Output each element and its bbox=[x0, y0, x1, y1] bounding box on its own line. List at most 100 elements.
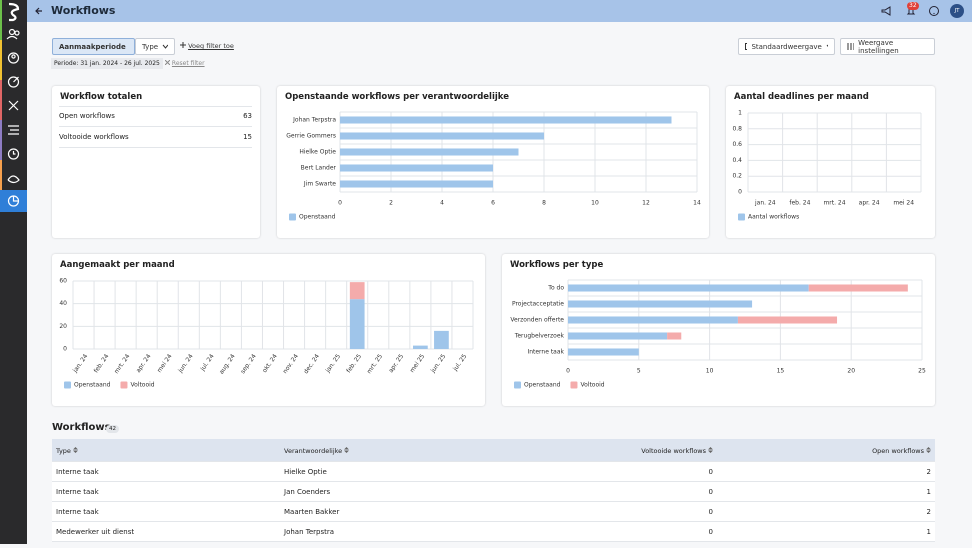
table-row: Interne taak Hielke Optie 0 2 bbox=[52, 462, 935, 482]
top-bar: Workflows 32 JT bbox=[27, 0, 972, 22]
y-tick-label: 0.6 bbox=[732, 141, 742, 148]
table-title: Workflows bbox=[52, 422, 111, 433]
announcements-icon[interactable] bbox=[880, 5, 892, 17]
label: Standaardweergave bbox=[751, 42, 822, 51]
label: Weergave instellingen bbox=[858, 38, 899, 55]
label: Voeg filter toe bbox=[188, 42, 234, 50]
chart: 0 0.2 0.4 0.6 0.8 1 jan. 24 feb. 24 mrt. 24 apr. … bbox=[732, 110, 922, 221]
x-tick-label: 10 bbox=[706, 368, 714, 375]
legend-swatch bbox=[738, 213, 745, 221]
chart-title: Aangemaakt per maand bbox=[60, 260, 175, 270]
table-cell: Interne taak bbox=[56, 468, 99, 476]
table-cell: 0 bbox=[708, 528, 713, 536]
column-header[interactable]: Voltooide workflows bbox=[641, 447, 713, 455]
x-tick-label: 10 bbox=[591, 200, 599, 207]
x-tick-label: feb. 24 bbox=[789, 200, 810, 207]
x-tick-label: jan. 24 bbox=[754, 200, 776, 207]
reset-filter[interactable]: Reset filter bbox=[164, 59, 205, 67]
column-header[interactable]: Open workflows bbox=[872, 447, 931, 455]
table-cell: 2 bbox=[926, 468, 931, 476]
table-cell: Medewerker uit dienst bbox=[56, 528, 135, 536]
total-value: 63 bbox=[243, 112, 252, 120]
x-tick-label: 2 bbox=[389, 200, 393, 207]
chart-card: Openstaande workflows per verantwoordeli… bbox=[277, 86, 709, 238]
view-settings[interactable]: Weergave instellingen bbox=[840, 38, 935, 55]
x-tick-label: 5 bbox=[637, 368, 641, 375]
x-tick-label: 14 bbox=[693, 200, 701, 207]
bar bbox=[667, 332, 682, 340]
table-cell: 2 bbox=[926, 508, 931, 516]
column-header[interactable]: Type bbox=[56, 447, 78, 455]
y-tick-label: 0 bbox=[738, 189, 742, 196]
x-tick-label: 20 bbox=[847, 368, 855, 375]
y-tick-label: 0 bbox=[63, 346, 67, 353]
label: Aanmaakperiode bbox=[59, 42, 126, 51]
card-title: Workflow totalen bbox=[60, 92, 143, 102]
bar bbox=[568, 332, 668, 340]
x-tick-label: jan. 24 bbox=[71, 353, 89, 375]
column-header[interactable]: Verantwoordelijke bbox=[284, 447, 350, 455]
avatar[interactable]: JT bbox=[950, 4, 964, 18]
legend-swatch bbox=[64, 381, 71, 389]
x-tick-label: 25 bbox=[918, 368, 926, 375]
legend-label: Voltooid bbox=[580, 382, 604, 389]
view-select[interactable]: Standaardweergave bbox=[738, 38, 835, 55]
table-cell: Johan Terpstra bbox=[284, 528, 335, 536]
table-row: Interne taak Jan Coenders 0 1 bbox=[52, 482, 935, 502]
sidebar-icons bbox=[0, 0, 27, 212]
x-tick-label: 6 bbox=[491, 200, 495, 207]
bar bbox=[340, 148, 519, 156]
back-button[interactable] bbox=[34, 6, 44, 16]
table-cell: Jan Coenders bbox=[284, 488, 331, 496]
x-tick-label: apr. 24 bbox=[859, 200, 880, 207]
period-filter[interactable]: Aanmaakperiode bbox=[52, 38, 135, 55]
y-tick-label: Verzonden offerte bbox=[510, 317, 564, 324]
x-tick-label: jul. 24 bbox=[199, 353, 216, 373]
table-cell: Interne taak bbox=[56, 508, 99, 516]
chart-title: Workflows per type bbox=[510, 260, 604, 270]
y-tick-label: Terugbelverzoek bbox=[514, 333, 565, 340]
bar bbox=[434, 330, 449, 349]
bar bbox=[568, 300, 753, 308]
total-label: Voltooide workflows bbox=[59, 133, 129, 141]
legend-label: Openstaand bbox=[74, 382, 111, 389]
bar bbox=[340, 164, 493, 172]
bar bbox=[340, 116, 672, 124]
x-tick-label: 15 bbox=[777, 368, 785, 375]
y-tick-label: 40 bbox=[59, 300, 67, 307]
sidebar bbox=[0, 0, 27, 544]
x-tick-label: mrt. 25 bbox=[366, 353, 385, 375]
bar bbox=[413, 345, 428, 349]
x-tick-label: feb. 24 bbox=[93, 353, 111, 374]
x-tick-label: mei 24 bbox=[893, 200, 914, 207]
x-tick-label: jul. 25 bbox=[451, 353, 468, 373]
chart-card: Aantal deadlines per maand 0 0.2 0.4 0.6 0.8 1… bbox=[726, 86, 935, 238]
table-cell: Hielke Optie bbox=[284, 468, 327, 476]
type-filter[interactable]: Type bbox=[135, 38, 175, 55]
period-chip: Periode: 31 jan. 2024 - 26 jul. 2025 bbox=[51, 58, 163, 69]
y-tick-label: 0.4 bbox=[732, 157, 742, 164]
y-tick-label: 0.2 bbox=[732, 173, 742, 180]
add-filter[interactable]: Voeg filter toe bbox=[180, 42, 234, 50]
y-tick-label: To do bbox=[547, 285, 564, 292]
x-tick-label: feb. 25 bbox=[345, 353, 363, 374]
table-cell: 1 bbox=[926, 488, 931, 496]
chart-card: Aangemaakt per maand 0 20 40 60 jan. 24 feb. 2… bbox=[52, 254, 485, 406]
notification-badge: 32 bbox=[907, 2, 919, 10]
legend-label: Voltooid bbox=[130, 382, 154, 389]
y-tick-label: Hielke Optie bbox=[299, 149, 336, 156]
bar bbox=[340, 132, 544, 140]
x-tick-label: apr. 25 bbox=[387, 353, 405, 374]
table-cell: Interne taak bbox=[56, 488, 99, 496]
x-tick-label: 12 bbox=[642, 200, 650, 207]
x-tick-label: 8 bbox=[542, 200, 546, 207]
bar bbox=[568, 316, 738, 324]
help-icon[interactable] bbox=[928, 5, 940, 17]
bar bbox=[737, 316, 838, 324]
legend-label: Openstaand bbox=[299, 214, 336, 221]
x-tick-label: mei 24 bbox=[156, 353, 174, 374]
y-tick-label: 0.8 bbox=[732, 125, 742, 132]
table-row: Medewerker uit dienst Johan Terpstra 0 1 bbox=[52, 522, 935, 542]
